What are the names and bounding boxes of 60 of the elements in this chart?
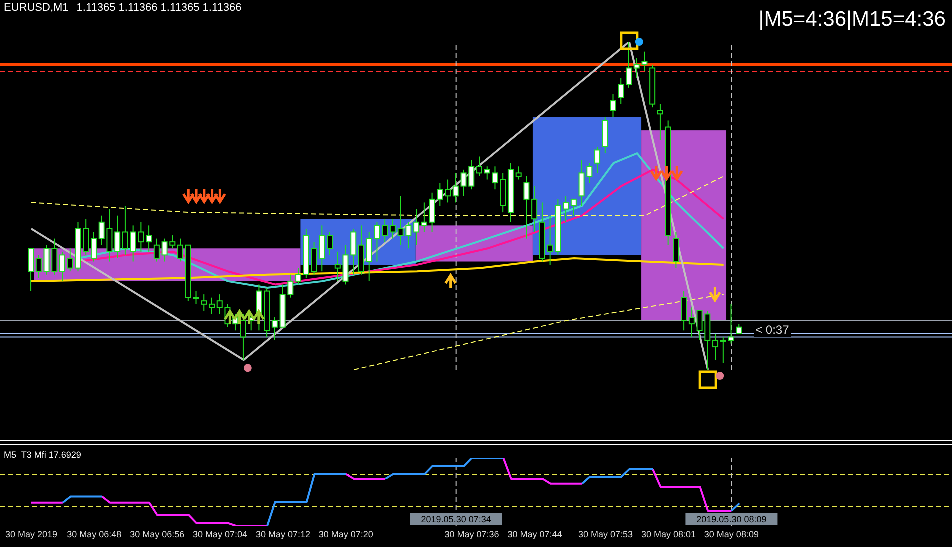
chart-title: M5 T3 Mfi 17.6929: [4, 450, 82, 460]
candlestick: [350, 228, 357, 276]
candlestick: [570, 198, 577, 216]
candlestick: [240, 314, 246, 361]
x-tick-label: 30 May 06:48: [67, 529, 122, 540]
candlestick: [208, 297, 215, 315]
x-tick-label: 30 May 07:20: [318, 529, 374, 540]
candlestick: [673, 232, 680, 269]
candlestick: [114, 215, 121, 259]
candlestick: [594, 146, 601, 174]
annotation: < 0:37: [754, 322, 792, 337]
text: |M5=4:36|M15=4:36: [758, 8, 946, 32]
x-tick-label: 30 May 07:36: [444, 529, 500, 540]
candlestick: [414, 208, 420, 246]
candlestick: [382, 218, 388, 243]
candlestick: [90, 232, 97, 262]
chart-subtitle: 1.11365 1.11366 1.11365 1.11366: [76, 2, 242, 14]
candlestick: [476, 156, 482, 177]
candlestick: [390, 218, 396, 240]
candlestick: [83, 218, 90, 256]
x-tick-label: 30 May 06:56: [130, 529, 185, 540]
ref-line-label: 2019.05.30 08:09: [696, 514, 767, 524]
candlestick: [452, 172, 459, 204]
candlestick: [681, 290, 688, 332]
candlestick: [618, 78, 624, 105]
candlestick: [193, 290, 200, 305]
candlestick: [146, 225, 152, 252]
candlestick: [688, 307, 695, 338]
x-tick-label: 30 May 07:44: [508, 529, 562, 540]
candlestick: [178, 238, 184, 262]
candlestick: [736, 324, 742, 334]
candlestick: [60, 251, 66, 282]
candlestick: [201, 294, 208, 312]
x-tick-label: 30 May 07:04: [193, 529, 248, 540]
candlestick: [516, 166, 522, 180]
candlestick: [421, 202, 428, 233]
candlestick: [610, 94, 616, 118]
x-tick-label: 30 May 08:01: [641, 529, 696, 540]
x-tick-label: 30 May 08:09: [704, 529, 759, 540]
chart-title: EURUSD,M1: [4, 2, 69, 14]
candlestick: [272, 317, 278, 341]
candlestick: [445, 179, 452, 204]
candlestick: [728, 304, 734, 344]
candlestick: [154, 238, 160, 262]
candlestick: [524, 176, 530, 240]
candlestick: [122, 206, 128, 256]
x-tick-label: 30 May 07:53: [578, 529, 634, 540]
candlestick: [36, 254, 42, 279]
candlestick: [712, 333, 719, 361]
x-tick-label: 30 May 2019: [5, 529, 58, 540]
candlestick: [563, 196, 570, 223]
candlestick: [720, 336, 726, 364]
candlestick: [28, 248, 34, 292]
candlestick: [657, 104, 664, 141]
x-tick-label: 30 May 07:12: [256, 529, 311, 540]
candlestick: [626, 42, 632, 88]
ref-line-label: 2019.05.30 07:34: [421, 514, 492, 524]
candlestick: [296, 268, 302, 286]
candlestick: [532, 186, 538, 233]
candlestick: [327, 232, 334, 256]
